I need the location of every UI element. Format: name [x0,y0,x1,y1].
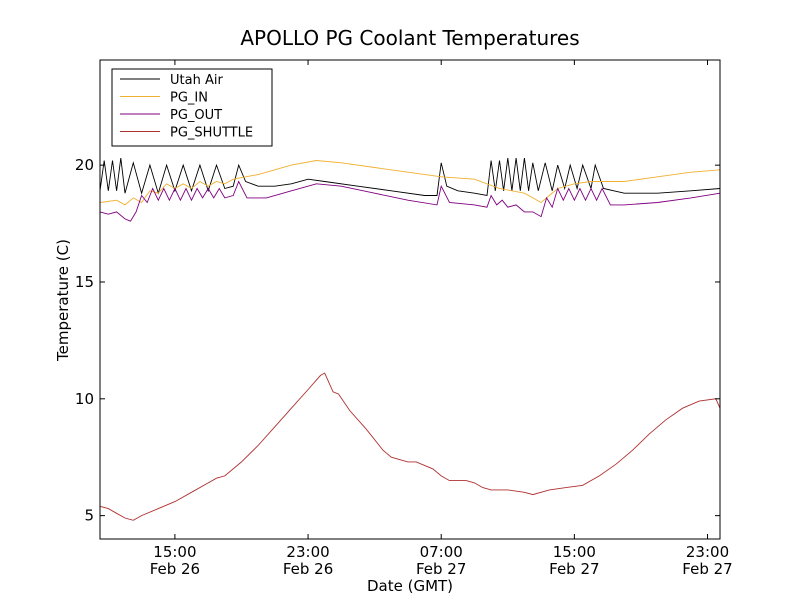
series-line-utah-air [99,158,721,197]
legend-label: Utah Air [170,73,223,88]
x-tick-label-date: Feb 26 [283,560,333,578]
x-tick-label-time: 23:00 [286,543,329,561]
x-tick-label-date: Feb 26 [150,560,200,578]
y-tick-label: 15 [75,273,94,291]
legend-box [111,68,273,147]
legend: Utah Air PG_IN PG_OUT PG_SHUTTLE [111,68,273,147]
x-tick-label-date: Feb 27 [549,560,599,578]
x-tick-label-date: Feb 27 [416,560,466,578]
y-tick-label: 20 [75,156,94,174]
legend-label: PG_OUT [170,108,222,123]
chart-title: APOLLO PG Coolant Temperatures [240,26,579,50]
series-line-pg-shuttle [99,372,721,521]
x-tick-label-time: 07:00 [420,543,463,561]
x-tick-label-time: 23:00 [686,543,729,561]
y-tick-label: 5 [84,507,94,525]
x-tick-label-time: 15:00 [153,543,196,561]
plot-area-frame [99,59,721,540]
series-line-pg-out [99,180,721,222]
x-axis-label: Date (GMT) [367,577,453,595]
series-layer [99,158,721,521]
x-tick-label-date: Feb 27 [682,560,732,578]
legend-label: PG_IN [170,91,208,106]
series-line-pg-in [99,160,721,206]
y-axis-label: Temperature (C) [54,239,72,362]
x-tick-label-time: 15:00 [553,543,596,561]
legend-label: PG_SHUTTLE [170,126,253,141]
y-tick-label: 10 [75,390,94,408]
